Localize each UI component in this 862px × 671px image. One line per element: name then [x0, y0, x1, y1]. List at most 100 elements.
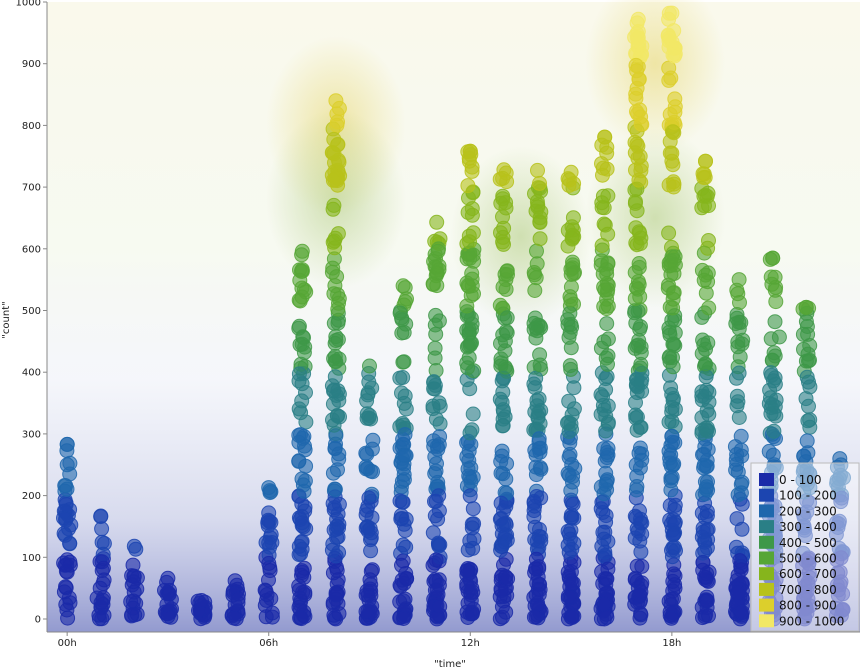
- data-point: [664, 469, 680, 485]
- data-point: [394, 557, 409, 573]
- data-point: [560, 588, 576, 604]
- data-point: [665, 285, 681, 301]
- data-point: [526, 265, 542, 280]
- data-point: [425, 525, 441, 541]
- data-point: [492, 511, 508, 527]
- legend-swatch: [759, 614, 774, 628]
- data-point: [732, 295, 747, 310]
- data-point: [331, 606, 347, 622]
- data-point: [297, 339, 313, 355]
- data-point: [665, 359, 681, 375]
- data-point: [596, 299, 612, 314]
- data-point: [460, 610, 476, 625]
- data-point: [264, 605, 280, 621]
- data-point: [665, 124, 681, 140]
- data-point: [628, 510, 644, 526]
- data-point-peak: [126, 538, 142, 554]
- data-point: [465, 501, 481, 517]
- data-point: [661, 414, 677, 430]
- data-point: [597, 544, 613, 560]
- data-point: [464, 580, 480, 596]
- legend-swatch: [759, 582, 774, 596]
- data-point: [91, 611, 107, 627]
- data-point: [631, 333, 647, 348]
- data-point-outlier: [597, 129, 613, 145]
- data-point: [360, 385, 376, 401]
- data-point: [661, 177, 677, 193]
- data-point: [363, 543, 379, 559]
- data-point: [498, 604, 514, 620]
- data-point-peak: [832, 451, 848, 467]
- data-point: [532, 460, 548, 476]
- data-point: [329, 530, 345, 546]
- data-point: [631, 224, 647, 240]
- data-point: [698, 285, 714, 301]
- data-point: [426, 374, 442, 390]
- data-point: [730, 567, 746, 583]
- data-point: [327, 481, 343, 497]
- data-point: [395, 370, 411, 385]
- glow-4: [450, 146, 591, 327]
- data-point: [532, 231, 548, 247]
- x-tick-label: 18h: [662, 638, 681, 649]
- legend-label: 300 - 400: [779, 520, 837, 534]
- data-point: [292, 293, 308, 309]
- data-point: [459, 298, 475, 314]
- data-point: [763, 269, 779, 285]
- axes: [46, 2, 860, 633]
- data-point: [633, 116, 649, 132]
- data-point: [462, 250, 478, 266]
- data-point: [560, 523, 576, 539]
- data-point: [492, 297, 508, 313]
- glow-1: [585, 0, 726, 154]
- data-point: [294, 567, 309, 583]
- data-point: [802, 480, 818, 496]
- data-point: [327, 369, 343, 385]
- data-point: [460, 178, 476, 194]
- data-point: [633, 606, 649, 621]
- data-point: [699, 540, 715, 556]
- data-point: [597, 282, 613, 298]
- data-point: [593, 501, 609, 517]
- data-point: [563, 292, 579, 308]
- data-point: [493, 583, 509, 598]
- data-point: [533, 403, 549, 418]
- legend-swatch: [759, 520, 774, 534]
- y-tick-label: 500: [22, 306, 41, 317]
- y-tick-label: 0: [35, 615, 41, 626]
- data-point: [396, 395, 412, 411]
- legend-swatch: [759, 488, 774, 502]
- data-point: [496, 236, 511, 252]
- y-tick-label: 1000: [16, 0, 41, 9]
- data-point: [363, 525, 379, 541]
- data-point: [429, 582, 445, 598]
- data-point: [667, 497, 683, 513]
- data-point: [802, 412, 818, 428]
- data-point: [734, 521, 750, 537]
- data-point-peak: [362, 358, 377, 374]
- data-point: [328, 388, 344, 403]
- data-point: [734, 604, 750, 620]
- data-point: [698, 369, 714, 385]
- data-point: [398, 571, 414, 587]
- data-point: [466, 516, 482, 532]
- data-point: [632, 440, 648, 456]
- data-point: [661, 225, 677, 241]
- x-tick-label: 00h: [58, 638, 77, 649]
- data-point: [798, 314, 814, 329]
- data-point: [123, 594, 139, 610]
- data-point-outlier: [798, 299, 814, 315]
- data-point-peak: [160, 570, 176, 586]
- data-point: [296, 483, 312, 499]
- legend-label: 500 - 600: [779, 552, 837, 566]
- data-point-peak: [395, 278, 411, 294]
- data-point: [531, 559, 547, 575]
- data-point: [564, 510, 580, 526]
- data-point: [764, 367, 779, 383]
- data-point: [699, 589, 715, 605]
- legend-label: 600 - 700: [779, 567, 837, 581]
- plot-background: [47, 2, 860, 632]
- data-point-peak: [328, 93, 344, 109]
- data-point: [766, 423, 782, 439]
- data-point: [560, 222, 576, 238]
